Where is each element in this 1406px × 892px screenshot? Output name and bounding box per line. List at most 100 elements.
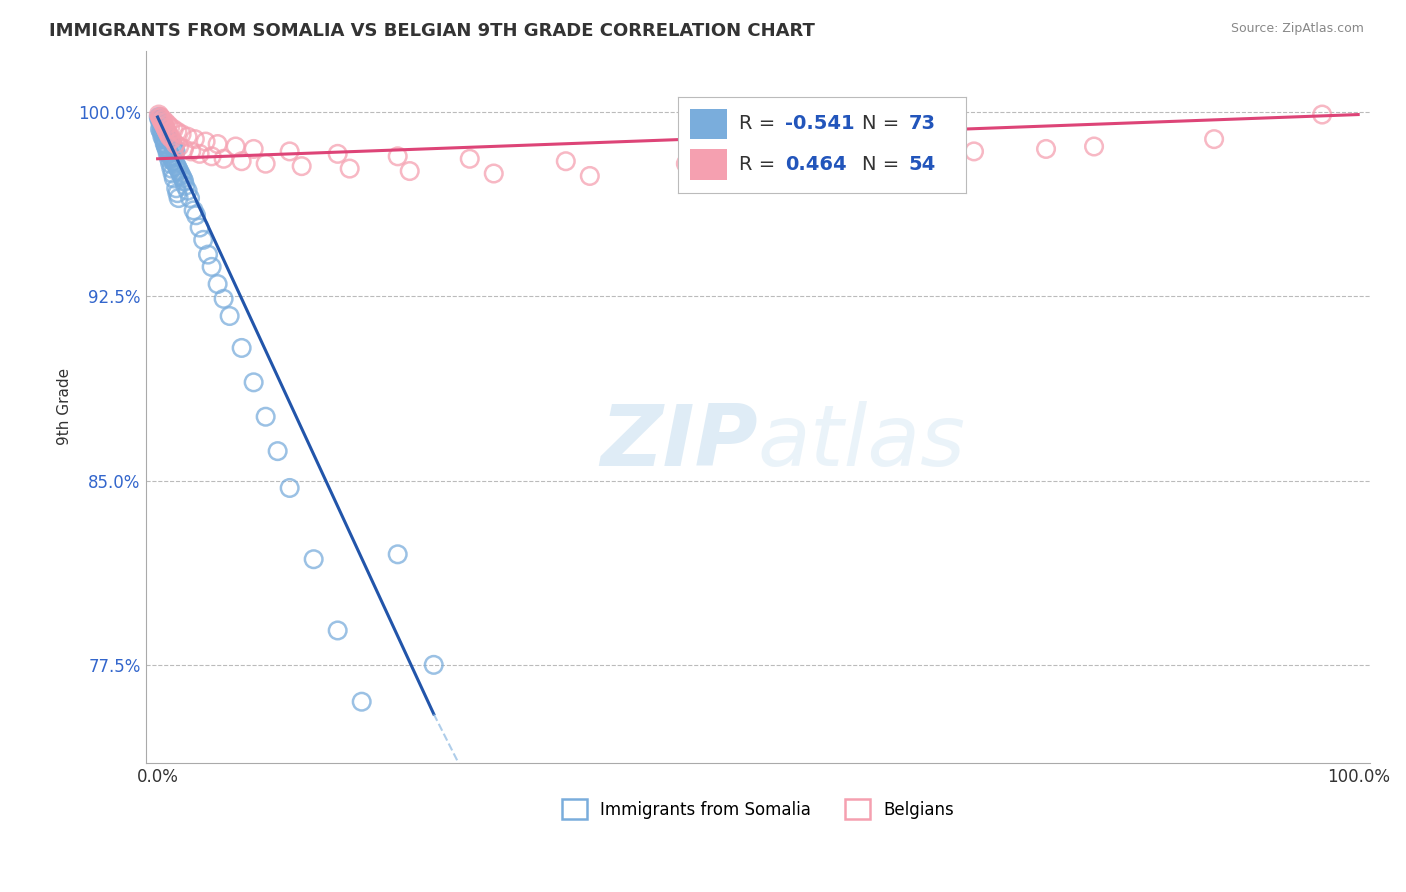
- Point: [166, 186, 188, 201]
- Point: [578, 169, 600, 183]
- Legend: Immigrants from Somalia, Belgians: Immigrants from Somalia, Belgians: [555, 792, 960, 826]
- Point: [155, 142, 177, 156]
- Point: [188, 220, 211, 235]
- Point: [326, 146, 349, 161]
- Point: [149, 117, 172, 131]
- Point: [156, 142, 179, 156]
- Point: [155, 139, 177, 153]
- Point: [172, 171, 194, 186]
- Point: [184, 132, 207, 146]
- Point: [152, 115, 174, 129]
- Point: [160, 132, 183, 146]
- Point: [201, 149, 224, 163]
- Point: [166, 125, 188, 139]
- Point: [218, 309, 240, 323]
- Point: [302, 552, 325, 566]
- Point: [180, 145, 202, 159]
- Point: [156, 125, 179, 139]
- Point: [169, 167, 191, 181]
- Point: [176, 184, 198, 198]
- Text: Source: ZipAtlas.com: Source: ZipAtlas.com: [1230, 22, 1364, 36]
- Point: [152, 129, 174, 144]
- Point: [207, 136, 229, 151]
- Point: [242, 142, 264, 156]
- Point: [153, 120, 176, 134]
- Point: [159, 157, 181, 171]
- Point: [174, 178, 197, 193]
- Point: [159, 149, 181, 163]
- Point: [148, 107, 170, 121]
- Point: [482, 167, 505, 181]
- Point: [156, 127, 179, 141]
- Point: [150, 115, 173, 129]
- Point: [149, 112, 172, 127]
- Point: [155, 125, 177, 139]
- Point: [162, 167, 184, 181]
- Point: [242, 376, 264, 390]
- Point: [149, 122, 172, 136]
- Text: atlas: atlas: [758, 401, 966, 484]
- Point: [723, 157, 745, 171]
- Point: [254, 157, 277, 171]
- Point: [155, 115, 177, 129]
- Point: [152, 117, 174, 131]
- Point: [422, 657, 444, 672]
- Point: [152, 112, 174, 127]
- Point: [842, 152, 865, 166]
- Point: [254, 409, 277, 424]
- Point: [1204, 132, 1226, 146]
- Point: [278, 481, 301, 495]
- Point: [212, 152, 235, 166]
- Point: [167, 139, 190, 153]
- Point: [165, 157, 187, 171]
- Point: [153, 136, 176, 151]
- Point: [170, 127, 193, 141]
- Point: [160, 152, 183, 166]
- Point: [152, 117, 174, 131]
- Point: [159, 146, 181, 161]
- Point: [231, 341, 253, 355]
- Point: [212, 292, 235, 306]
- Point: [156, 117, 179, 131]
- Point: [1083, 139, 1105, 153]
- Point: [173, 142, 195, 156]
- Point: [163, 171, 186, 186]
- Point: [278, 145, 301, 159]
- Point: [150, 125, 173, 139]
- Point: [184, 208, 207, 222]
- Y-axis label: 9th Grade: 9th Grade: [58, 368, 72, 445]
- Point: [207, 277, 229, 291]
- Point: [915, 146, 938, 161]
- Point: [1310, 107, 1333, 121]
- Point: [157, 145, 180, 159]
- Point: [166, 159, 188, 173]
- Point: [160, 161, 183, 176]
- Point: [179, 191, 201, 205]
- Point: [149, 110, 172, 124]
- Point: [225, 139, 247, 153]
- Point: [150, 122, 173, 136]
- Point: [807, 152, 830, 166]
- Point: [153, 132, 176, 146]
- Point: [339, 161, 361, 176]
- Point: [183, 203, 205, 218]
- Point: [162, 139, 184, 153]
- Point: [167, 161, 190, 176]
- Point: [159, 129, 181, 144]
- Point: [458, 152, 481, 166]
- Point: [350, 695, 373, 709]
- Point: [193, 233, 215, 247]
- Point: [194, 135, 217, 149]
- Point: [156, 146, 179, 161]
- Point: [148, 112, 170, 127]
- Point: [152, 120, 174, 134]
- Point: [201, 260, 224, 274]
- Text: IMMIGRANTS FROM SOMALIA VS BELGIAN 9TH GRADE CORRELATION CHART: IMMIGRANTS FROM SOMALIA VS BELGIAN 9TH G…: [49, 22, 815, 40]
- Point: [176, 129, 198, 144]
- Point: [170, 169, 193, 183]
- Point: [167, 164, 190, 178]
- Point: [163, 122, 186, 136]
- Point: [326, 624, 349, 638]
- Point: [188, 146, 211, 161]
- Point: [149, 110, 172, 124]
